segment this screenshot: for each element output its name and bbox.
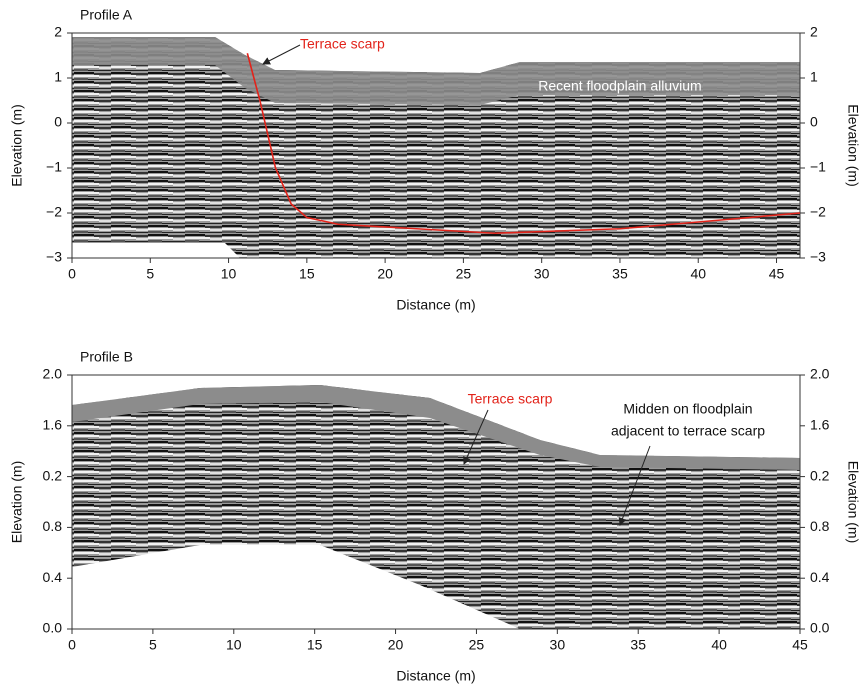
x-tick-label: 25 xyxy=(456,266,472,282)
x-tick-label: 20 xyxy=(388,637,404,653)
x-tick-label: 35 xyxy=(630,637,646,653)
x-tick-label: 10 xyxy=(221,266,237,282)
y2-tick-label: 2 xyxy=(810,24,818,40)
x-tick-label: 45 xyxy=(792,637,808,653)
annotation: Midden on floodplain xyxy=(623,401,752,417)
y-tick-label: −1 xyxy=(46,159,62,175)
y2-tick-label: 2.0 xyxy=(810,366,830,382)
x-tick-label: 45 xyxy=(769,266,785,282)
y-axis-label: Elevation (m) xyxy=(9,461,25,543)
y-tick-label: 2 xyxy=(54,24,62,40)
y-tick-label: 0.8 xyxy=(43,518,63,534)
x-tick-label: 15 xyxy=(307,637,323,653)
y2-tick-label: 0.8 xyxy=(810,518,830,534)
y-tick-label: 1.6 xyxy=(43,417,63,433)
x-tick-label: 5 xyxy=(146,266,154,282)
x-tick-label: 40 xyxy=(711,637,727,653)
y-tick-label: −3 xyxy=(46,249,62,265)
y-tick-label: 0.2 xyxy=(43,467,63,483)
x-axis-label: Distance (m) xyxy=(396,668,475,684)
x-tick-label: 30 xyxy=(534,266,550,282)
y2-tick-label: −3 xyxy=(810,249,826,265)
annotation: adjacent to terrace scarp xyxy=(611,423,765,439)
x-tick-label: 40 xyxy=(690,266,706,282)
radar-image-a xyxy=(72,37,800,258)
arrow xyxy=(463,409,489,465)
y2-tick-label: 0.2 xyxy=(810,467,830,483)
annotation: Terrace scarp xyxy=(300,36,385,52)
arrow xyxy=(618,445,651,526)
y-tick-label: 0.0 xyxy=(43,620,63,636)
x-tick-label: 30 xyxy=(550,637,566,653)
plot-frame xyxy=(71,374,801,630)
x-tick-label: 15 xyxy=(299,266,315,282)
y2-tick-label: −1 xyxy=(810,159,826,175)
panel-title: Profile B xyxy=(80,349,133,365)
y2-axis-label: Elevation (m) xyxy=(845,104,861,186)
y-axis-label: Elevation (m) xyxy=(9,104,25,186)
x-axis-label: Distance (m) xyxy=(396,297,475,313)
y2-tick-label: 0 xyxy=(810,114,818,130)
y-tick-label: 1 xyxy=(54,69,62,85)
plot-frame xyxy=(71,32,801,259)
y2-axis-label: Elevation (m) xyxy=(845,461,861,543)
scarp-line xyxy=(246,53,801,235)
x-tick-label: 25 xyxy=(469,637,485,653)
x-tick-label: 10 xyxy=(226,637,242,653)
x-tick-label: 0 xyxy=(68,637,76,653)
y2-tick-label: 0.4 xyxy=(810,569,830,585)
y-tick-label: 2.0 xyxy=(43,366,63,382)
y2-tick-label: −2 xyxy=(810,204,826,220)
x-tick-label: 20 xyxy=(377,266,393,282)
y2-tick-label: 1 xyxy=(810,69,818,85)
y2-tick-label: 1.6 xyxy=(810,417,830,433)
x-tick-label: 0 xyxy=(68,266,76,282)
arrow xyxy=(262,44,301,65)
radar-image-b xyxy=(72,385,800,629)
panel-title: Profile A xyxy=(80,7,133,23)
annotation: Recent floodplain alluvium xyxy=(538,78,701,94)
x-tick-label: 5 xyxy=(149,637,157,653)
y-tick-label: 0.4 xyxy=(43,569,63,585)
y-tick-label: −2 xyxy=(46,204,62,220)
y2-tick-label: 0.0 xyxy=(810,620,830,636)
x-tick-label: 35 xyxy=(612,266,628,282)
annotation: Terrace scarp xyxy=(468,391,553,407)
y-tick-label: 0 xyxy=(54,114,62,130)
